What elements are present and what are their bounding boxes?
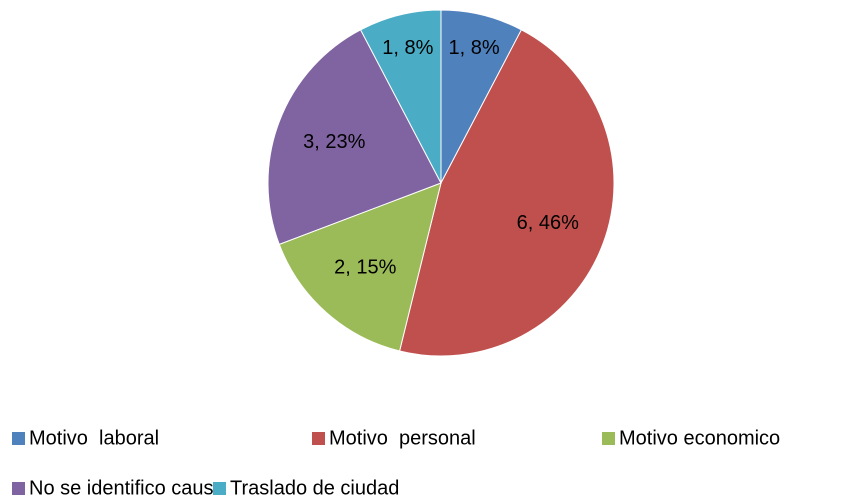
legend-label: Motivo laboral [29,427,159,449]
legend-swatch [312,432,325,445]
legend-swatch [12,432,25,445]
legend-swatch [12,482,25,495]
pie-slice [359,9,442,184]
legend-label: Motivo personal [329,427,476,449]
legend-swatch [602,432,615,445]
pie-slice [398,29,615,357]
data-label: 6, 46% [517,212,579,234]
data-label: 1, 8% [382,37,433,59]
data-label: 1, 8% [449,37,500,59]
legend-label: Motivo economico [619,427,780,449]
data-label: 3, 23% [303,131,365,153]
pie-slice [278,182,442,352]
legend-label: No se identifico causa [29,477,226,499]
pie-slice [267,29,442,245]
legend-label: Traslado de ciudad [230,477,399,499]
legend-swatch [213,482,226,495]
data-label: 2, 15% [334,257,396,279]
